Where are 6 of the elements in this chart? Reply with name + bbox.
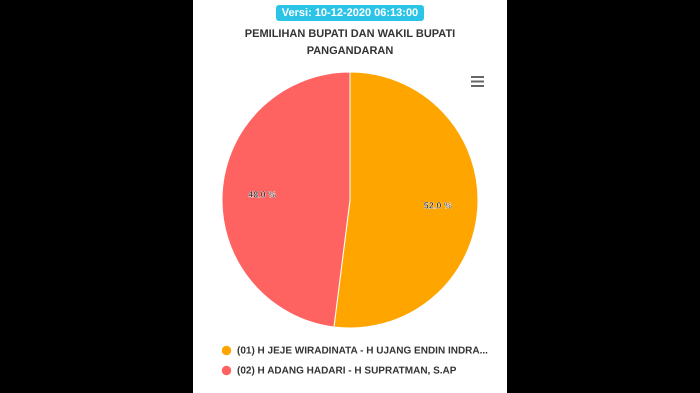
legend-label: (02) H ADANG HADARI - H SUPRATMAN, S.AP (237, 366, 457, 376)
legend-label: (01) H JEJE WIRADINATA - H UJANG ENDIN INDRA... (237, 346, 488, 356)
text: Versi: 10-12-2020 06:13:00 (276, 5, 424, 21)
data-label: 52.0 % (424, 200, 452, 211)
data-label: 48.0 % (248, 189, 276, 200)
chart-title: PEMILIHAN BUPATI DAN WAKIL BUPATI PANGANDARAN (244, 28, 456, 57)
